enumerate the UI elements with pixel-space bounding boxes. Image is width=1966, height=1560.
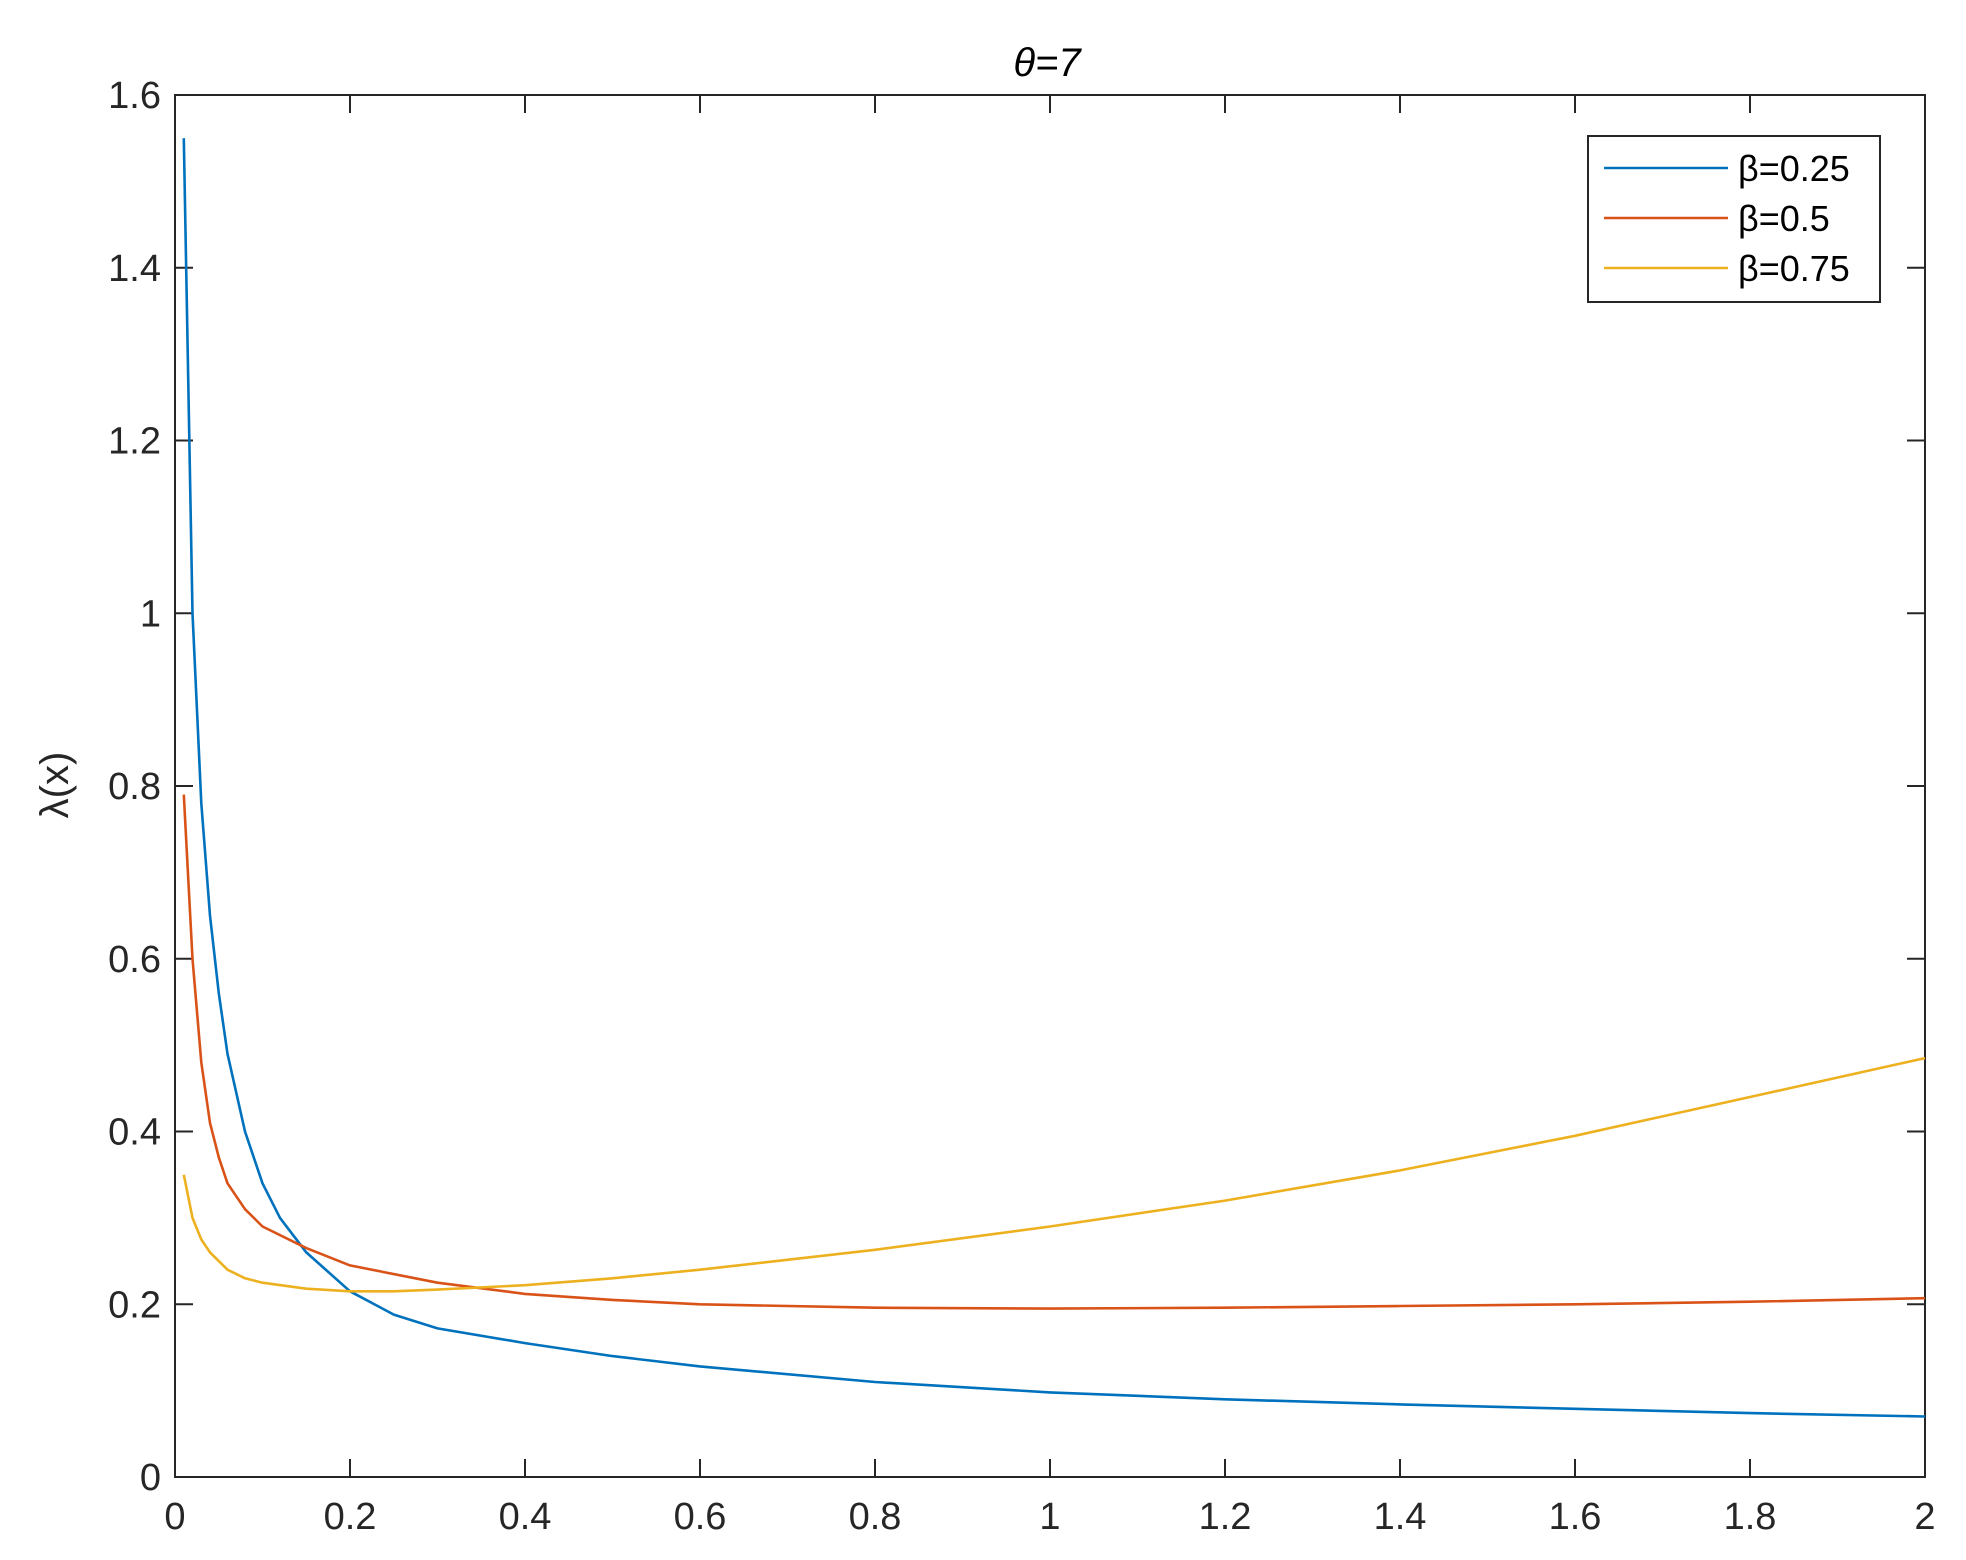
series-line-2 [182, 794, 1926, 1310]
y-tick-label: 0.6 [108, 939, 161, 981]
x-tick-label: 2 [1914, 1496, 1935, 1538]
x-tick-label: 1.4 [1374, 1496, 1427, 1538]
x-tick-label: 1.2 [1199, 1496, 1252, 1538]
y-tick-label: 1 [140, 593, 161, 635]
y-tick-label: 1.2 [108, 421, 161, 463]
y-tick-label: 0.2 [108, 1284, 161, 1326]
legend: β=0.25 β=0.5 β=0.75 [1587, 135, 1881, 303]
legend-label-1: β=0.25 [1738, 148, 1850, 189]
y-tick-label: 0.4 [108, 1112, 161, 1154]
legend-label-3: β=0.75 [1738, 248, 1850, 289]
axes: 0 0.2 0.4 0.6 0.8 1 1.2 1.4 1.6 1.8 2 0 0.2 0.4 0.6 0.8… [108, 75, 1935, 1538]
x-tick-label: 1.8 [1724, 1496, 1777, 1538]
series-lines [182, 138, 1926, 1418]
x-tick-label: 0.8 [849, 1496, 902, 1538]
x-tick-label: 1 [1039, 1496, 1060, 1538]
x-tick-label: 0 [164, 1496, 185, 1538]
y-tick-label: 0.8 [108, 766, 161, 808]
series-line-1 [182, 138, 1926, 1418]
legend-label-2: β=0.5 [1738, 198, 1830, 239]
x-tick-label: 0.2 [324, 1496, 377, 1538]
chart-title: θ=7 [1013, 41, 1082, 85]
x-tick-label: 0.6 [674, 1496, 727, 1538]
series-line-3 [182, 1056, 1926, 1293]
y-tick-label: 1.4 [108, 248, 161, 290]
x-tick-label: 0.4 [499, 1496, 552, 1538]
x-tick-label: 1.6 [1549, 1496, 1602, 1538]
y-tick-label: 1.6 [108, 75, 161, 117]
y-tick-label: 0 [140, 1457, 161, 1499]
y-axis-label: λ(x) [33, 752, 77, 819]
